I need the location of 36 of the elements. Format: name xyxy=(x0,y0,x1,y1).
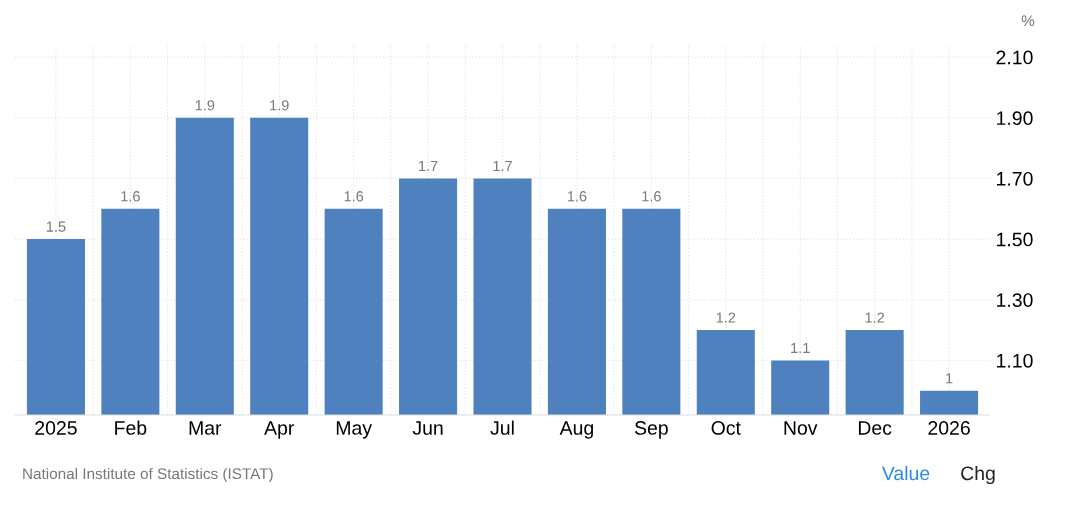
y-axis-title: % xyxy=(1021,15,1035,27)
x-tick-label: Jul xyxy=(490,420,514,435)
data-label: 1.2 xyxy=(716,312,736,323)
data-label: 1 xyxy=(946,373,953,384)
data-label: 1.2 xyxy=(865,312,885,323)
data-label: 1.6 xyxy=(567,191,587,202)
x-tick-label: May xyxy=(336,421,372,439)
x-tick-label: Sep xyxy=(634,421,668,439)
x-tick-label: Feb xyxy=(115,420,147,435)
y-tick-label: 1.50 xyxy=(997,232,1033,247)
data-label: 1.5 xyxy=(46,221,66,232)
x-tick-label: Aug xyxy=(559,421,593,439)
y-tick-label: 1.30 xyxy=(997,293,1033,307)
x-tick-label: Jun xyxy=(412,421,443,435)
x-tick-label: Oct xyxy=(711,421,741,435)
data-label: 1.7 xyxy=(493,160,512,171)
text: Value xyxy=(881,465,930,481)
y-tick-label: 1.10 xyxy=(997,353,1033,368)
data-label: 1.7 xyxy=(419,160,438,171)
text: National Institute of Statistics (ISTAT) xyxy=(23,467,273,483)
data-label: 1.9 xyxy=(270,100,289,111)
x-tick-label: Apr xyxy=(264,421,295,439)
x-tick-label: Mar xyxy=(189,421,222,435)
y-tick-label: 1.90 xyxy=(997,111,1033,126)
y-tick-label: 1.70 xyxy=(997,171,1033,186)
text: Chg xyxy=(961,465,995,485)
x-tick-label: Nov xyxy=(784,421,818,435)
x-tick-label: Dec xyxy=(858,421,892,435)
data-label: 1.1 xyxy=(791,342,810,353)
y-tick-label: 2.10 xyxy=(996,50,1033,65)
data-label: 1.6 xyxy=(642,191,661,202)
data-label: 1.6 xyxy=(344,191,364,202)
data-label: 1.6 xyxy=(121,191,140,202)
x-tick-label: 2025 xyxy=(35,421,77,435)
x-tick-label: 2026 xyxy=(928,421,970,435)
data-label: 1.9 xyxy=(195,100,215,111)
